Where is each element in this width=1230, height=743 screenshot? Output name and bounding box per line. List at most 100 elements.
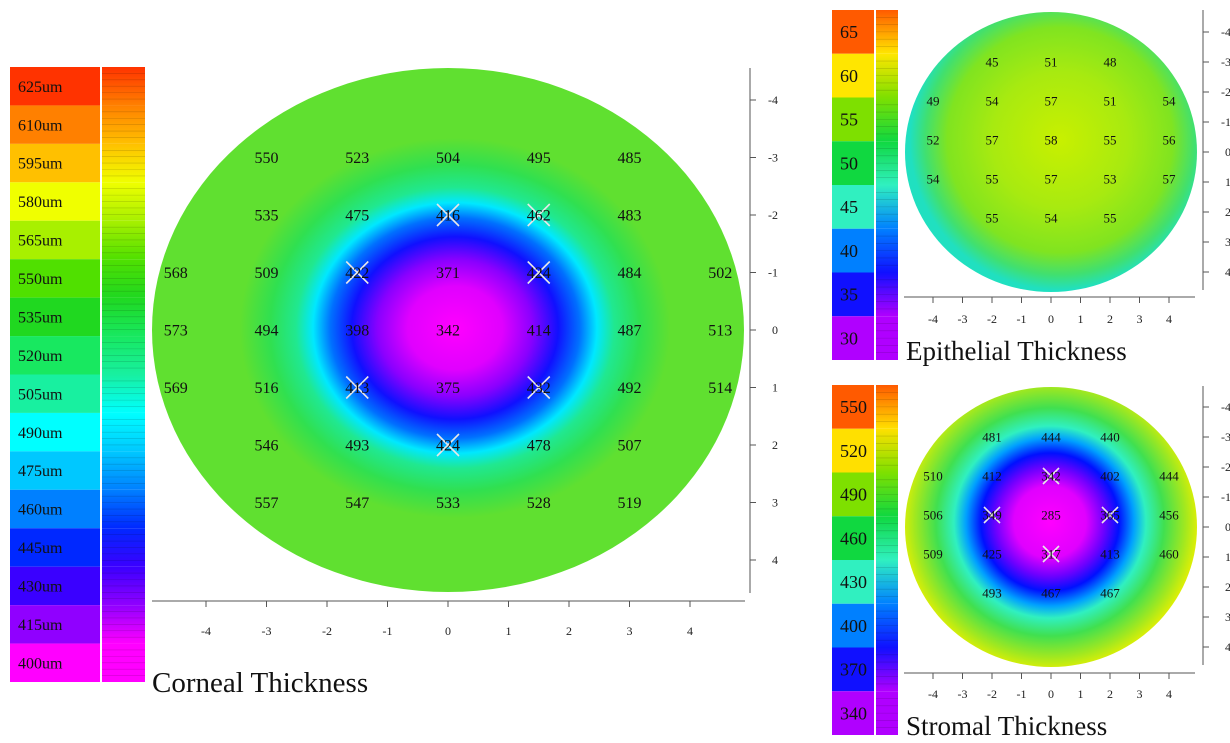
legend-strip	[876, 316, 898, 360]
point-value-label: 375	[436, 380, 460, 397]
y-tick-label: 0	[1225, 145, 1230, 159]
point-value-label: 365	[1100, 508, 1120, 523]
legend-swatch	[10, 336, 100, 375]
legend-swatch	[10, 67, 100, 106]
point-value-label: 342	[436, 323, 460, 340]
point-value-label: 52	[927, 133, 940, 148]
point-value-label: 557	[255, 495, 279, 512]
y-tick-label: -3	[768, 151, 778, 165]
legend-strip	[876, 560, 898, 604]
x-marker	[527, 203, 551, 227]
legend-label: 65	[840, 22, 858, 42]
point-value-label: 485	[618, 150, 642, 167]
point-value-label: 523	[345, 150, 369, 167]
point-value-label: 56	[1163, 133, 1177, 148]
point-value-label: 54	[1163, 94, 1177, 109]
point-value-label: 45	[986, 55, 999, 70]
point-value-label: 55	[986, 172, 999, 187]
legend-strip	[876, 603, 898, 648]
x-marker	[436, 203, 460, 227]
x-tick-label: 0	[1048, 312, 1054, 326]
legend-strip	[876, 385, 898, 429]
legend-swatch	[10, 528, 100, 567]
legend-label: 490	[840, 485, 867, 505]
point-value-label: 371	[436, 265, 460, 282]
y-tick-label: 4	[1225, 265, 1230, 279]
legend-strip	[102, 105, 145, 144]
legend-label: 45	[840, 197, 858, 217]
y-tick-label: -4	[1221, 400, 1230, 414]
legend-swatch	[832, 385, 874, 429]
point-value-label: 502	[708, 265, 732, 282]
legend-strip	[102, 605, 145, 644]
y-tick-label: -1	[1221, 115, 1230, 129]
panel-1: 625um 610um 595um 580um 565um 550um 535um 520um…	[10, 67, 778, 699]
legend-label: 35	[840, 285, 858, 305]
point-value-label: 516	[255, 380, 279, 397]
legend-label: 50	[840, 153, 858, 173]
y-tick-label: 2	[1225, 205, 1230, 219]
x-tick-label: -4	[928, 687, 938, 701]
point-value-label: 425	[982, 547, 1002, 562]
legend-label: 370	[840, 660, 867, 680]
point-value-label: 412	[982, 469, 1002, 484]
legend-strip	[102, 143, 145, 183]
legend-swatch	[10, 643, 100, 682]
point-value-label: 342	[1041, 469, 1061, 484]
x-marker	[1042, 545, 1060, 563]
point-value-label: 519	[618, 495, 642, 512]
point-value-label: 550	[255, 150, 279, 167]
legend-swatch	[10, 182, 100, 221]
point-value-label: 475	[345, 208, 369, 225]
point-value-label: 483	[618, 208, 642, 225]
legend-strip	[876, 428, 898, 473]
point-value-label: 49	[927, 94, 940, 109]
point-value-label: 509	[255, 265, 279, 282]
y-tick-label: 2	[1225, 580, 1230, 594]
legend-label: 460	[840, 528, 867, 548]
legend-swatch	[832, 603, 874, 648]
point-labels: 45 51 48 49 54 57 51 54 52 57 58 55 56 54 55 57 53 57 55 54…	[927, 55, 1177, 226]
point-value-label: 413	[1100, 547, 1120, 562]
legend-strip	[876, 516, 898, 560]
legend-label: 460um	[18, 502, 63, 519]
point-value-label: 349	[982, 508, 1002, 523]
point-value-label: 510	[923, 469, 943, 484]
legend-label: 580um	[18, 194, 63, 211]
x-tick-label: -2	[987, 312, 997, 326]
y-tick-label: 4	[772, 553, 778, 567]
point-value-label: 54	[927, 172, 941, 187]
x-tick-label: 0	[1048, 687, 1054, 701]
point-value-label: 48	[1104, 55, 1117, 70]
legend-swatch	[10, 259, 100, 298]
y-tick-label: -2	[1221, 85, 1230, 99]
point-value-label: 492	[618, 380, 642, 397]
x-marker	[527, 375, 551, 400]
point-value-label: 509	[923, 547, 943, 562]
legend-strip	[876, 97, 898, 142]
color-legend: 550 520 490 460 430 400 370 340	[832, 385, 898, 735]
x-tick-label: 3	[1137, 312, 1143, 326]
thickness-map-disc	[905, 387, 1197, 667]
point-value-label: 547	[345, 495, 369, 512]
x-tick-label: 2	[1107, 687, 1113, 701]
legend-swatch	[832, 647, 874, 692]
point-value-label: 51	[1045, 55, 1058, 70]
legend-swatch	[832, 97, 874, 142]
x-marker	[527, 260, 551, 285]
legend-label: 550	[840, 397, 867, 417]
point-value-label: 456	[1159, 508, 1179, 523]
point-value-label: 535	[255, 208, 279, 225]
legend-swatch	[10, 451, 100, 490]
legend-strip	[102, 451, 145, 490]
legend-label: 340	[840, 703, 867, 723]
legend-swatch	[832, 10, 874, 54]
point-value-label: 569	[164, 380, 188, 397]
legend-swatch	[10, 412, 100, 452]
point-value-label: 481	[982, 430, 1002, 445]
x-tick-label: 2	[566, 624, 572, 638]
panel-title: Corneal Thickness	[152, 667, 368, 699]
x-tick-label: -4	[201, 624, 211, 638]
